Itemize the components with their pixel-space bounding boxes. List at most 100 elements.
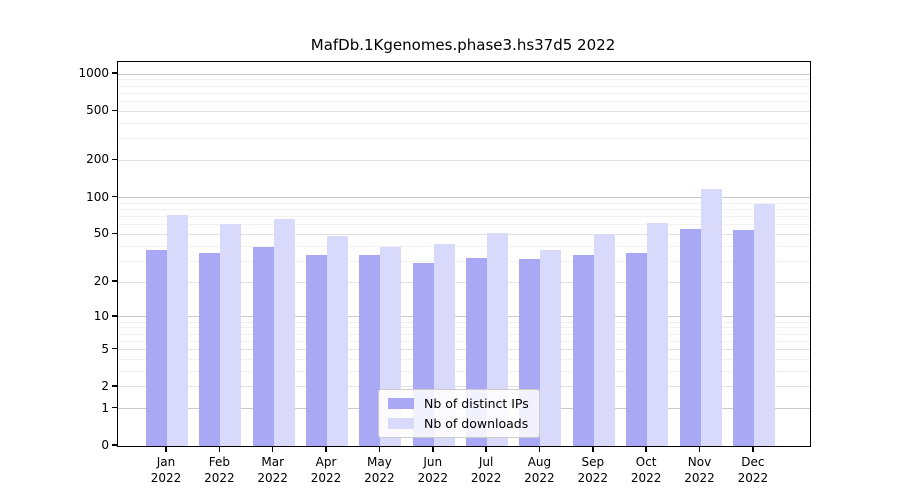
gridline-2 <box>118 386 810 388</box>
gridline-300 <box>118 138 810 140</box>
x-tick-label-nov: Nov 2022 <box>684 455 715 485</box>
y-tick-label-100: 100 <box>86 189 109 204</box>
bar-downloads-mar <box>273 218 295 446</box>
bar-distinct-ips-dec <box>732 230 754 446</box>
gridline-40 <box>118 245 810 247</box>
y-tick-mark-20 <box>112 280 117 282</box>
legend-label-distinct-ips: Nb of distinct IPs <box>424 396 529 411</box>
gridline-50 <box>118 233 810 235</box>
gridline-500 <box>118 110 810 112</box>
chart-title: MafDb.1Kgenomes.phase3.hs37d5 2022 <box>310 36 616 54</box>
x-tick-mark-nov <box>698 446 701 452</box>
gridline-3 <box>118 370 810 372</box>
y-tick-mark-5 <box>112 347 117 350</box>
bar-downloads-aug <box>540 250 562 446</box>
bar-downloads-nov <box>700 189 722 446</box>
x-tick-mark-mar <box>271 446 274 452</box>
y-tick-label-200: 200 <box>86 152 109 167</box>
x-tick-label-jun: Jun 2022 <box>417 455 449 485</box>
gridline-70 <box>118 215 810 217</box>
bar-downloads-sep <box>593 234 615 446</box>
y-tick-label-50: 50 <box>93 226 109 241</box>
gridline-6 <box>118 340 810 342</box>
bar-distinct-ips-sep <box>572 254 594 446</box>
x-tick-mark-may <box>378 446 381 452</box>
gridline-200 <box>118 159 810 161</box>
x-tick-label-oct: Oct 2022 <box>630 455 662 485</box>
x-tick-mark-oct <box>645 446 647 452</box>
y-tick-label-1: 1 <box>101 400 109 415</box>
x-tick-mark-apr <box>325 446 327 452</box>
gridline-60 <box>118 224 810 226</box>
bar-downloads-apr <box>327 236 349 446</box>
bar-distinct-ips-mar <box>252 247 274 446</box>
x-tick-label-dec: Dec 2022 <box>737 455 769 485</box>
x-tick-mark-jan <box>165 446 167 452</box>
x-tick-mark-dec <box>752 446 754 452</box>
y-tick-mark-0 <box>112 444 117 446</box>
y-tick-mark-10 <box>112 315 117 317</box>
y-tick-label-10: 10 <box>93 308 109 323</box>
gridline-9 <box>118 321 810 323</box>
gridline-8 <box>118 327 810 329</box>
gridline-600 <box>118 100 810 102</box>
y-tick-mark-100 <box>112 195 117 198</box>
x-tick-label-jan: Jan 2022 <box>150 455 182 485</box>
x-tick-mark-jul <box>485 446 487 452</box>
bar-distinct-ips-nov <box>679 229 701 446</box>
bar-distinct-ips-may <box>359 254 381 446</box>
y-tick-label-5: 5 <box>101 341 109 356</box>
bar-downloads-jan <box>167 215 188 446</box>
bar-downloads-feb <box>220 223 242 446</box>
x-tick-label-apr: Apr 2022 <box>310 455 342 485</box>
gridline-800 <box>118 85 810 87</box>
legend-label-downloads: Nb of downloads <box>424 416 529 431</box>
legend: Nb of distinct IPs Nb of downloads <box>378 389 540 438</box>
gridline-20 <box>118 281 810 283</box>
gridline-5 <box>118 349 810 351</box>
x-tick-label-may: May 2022 <box>364 455 395 485</box>
y-tick-label-1000: 1000 <box>78 66 109 80</box>
bar-distinct-ips-feb <box>199 253 221 446</box>
x-tick-label-mar: Mar 2022 <box>257 455 288 485</box>
bar-distinct-ips-oct <box>626 253 648 446</box>
legend-item-distinct-ips: Nb of distinct IPs <box>388 396 529 411</box>
bar-downloads-dec <box>753 204 775 446</box>
x-tick-mark-aug <box>538 446 541 452</box>
y-tick-mark-1 <box>112 406 117 409</box>
x-tick-label-feb: Feb 2022 <box>204 455 235 485</box>
gridline-400 <box>118 122 810 124</box>
y-tick-mark-500 <box>112 109 117 112</box>
gridline-7 <box>118 333 810 335</box>
bar-distinct-ips-jan <box>146 250 167 446</box>
y-tick-mark-1000 <box>112 72 117 74</box>
x-tick-label-sep: Sep 2022 <box>577 455 609 485</box>
y-tick-label-20: 20 <box>93 274 109 289</box>
bar-downloads-oct <box>647 222 669 446</box>
gridline-900 <box>118 79 810 81</box>
gridline-1000 <box>118 73 810 75</box>
x-tick-label-jul: Jul 2022 <box>470 455 502 485</box>
y-tick-label-500: 500 <box>86 103 109 118</box>
legend-swatch-downloads <box>388 418 414 429</box>
gridline-30 <box>118 260 810 262</box>
y-tick-mark-50 <box>112 232 117 235</box>
x-tick-mark-jun <box>432 446 434 452</box>
x-tick-mark-feb <box>218 446 221 452</box>
gridline-100 <box>118 197 810 198</box>
y-tick-label-2: 2 <box>101 378 109 393</box>
y-tick-label-0: 0 <box>101 438 109 452</box>
gridline-4 <box>118 358 810 360</box>
gridline-10 <box>118 316 810 318</box>
legend-item-downloads: Nb of downloads <box>388 416 529 431</box>
gridline-90 <box>118 202 810 204</box>
gridline-700 <box>118 92 810 94</box>
y-tick-mark-2 <box>112 385 117 387</box>
bar-distinct-ips-apr <box>306 254 328 446</box>
gridline-80 <box>118 208 810 210</box>
legend-swatch-distinct-ips <box>388 398 414 409</box>
y-tick-mark-200 <box>112 158 117 161</box>
plot-area: Nb of distinct IPs Nb of downloads <box>117 61 811 447</box>
x-tick-mark-sep <box>592 446 594 452</box>
